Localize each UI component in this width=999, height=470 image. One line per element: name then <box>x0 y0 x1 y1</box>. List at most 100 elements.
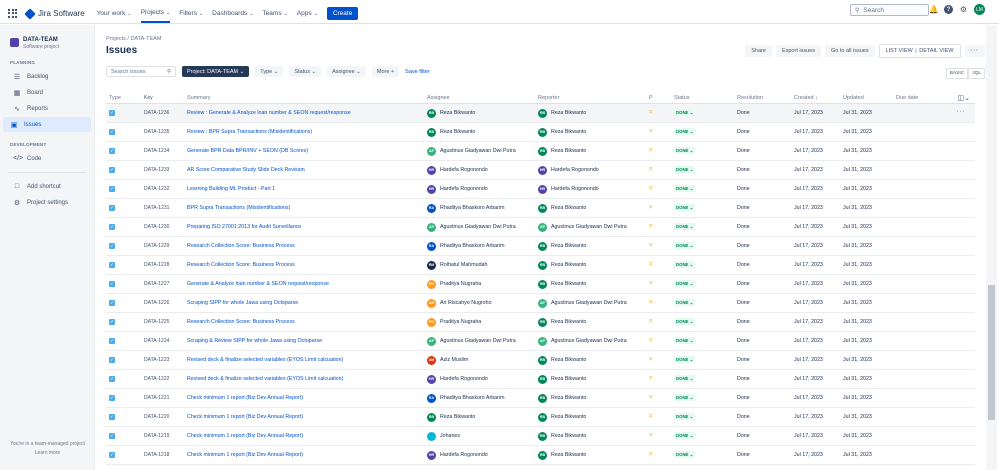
status-cell[interactable]: DONE ⌄ <box>674 432 737 439</box>
save-filter-link[interactable]: Save filter <box>405 68 430 75</box>
status-cell[interactable]: DONE ⌄ <box>674 451 737 458</box>
issue-key[interactable]: DATA-1229 <box>144 243 170 249</box>
reporter-cell[interactable]: RB Reza Bikwanto <box>538 260 649 270</box>
column-assignee[interactable]: Assignee <box>427 95 450 101</box>
nav-item-dashboards[interactable]: Dashboards ⌄ <box>212 4 253 23</box>
status-badge[interactable]: DONE ⌄ <box>674 242 696 249</box>
assignee-cell[interactable]: RB Reza Bikwanto <box>427 108 538 118</box>
issue-key[interactable]: DATA-1231 <box>144 205 170 211</box>
assignee-cell[interactable]: RA Rhaditya Bhaskoro Arbarim <box>427 203 538 213</box>
app-switcher-icon[interactable] <box>8 8 18 19</box>
issue-summary-link[interactable]: Scraping SIPP for whole Jawa using Octop… <box>187 300 299 306</box>
status-cell[interactable]: DONE ⌄ <box>674 204 737 211</box>
reporter-cell[interactable]: RB Reza Bikwanto <box>538 412 649 422</box>
more-filters-button[interactable]: More + <box>371 66 400 77</box>
issue-key[interactable]: DATA-1226 <box>144 300 170 306</box>
issue-key[interactable]: DATA-1230 <box>144 224 170 230</box>
assignee-cell[interactable]: HR Hardefa Rogonondo <box>427 165 538 175</box>
status-cell[interactable]: DONE ⌄ <box>674 185 737 192</box>
reporter-cell[interactable]: RB Reza Bikwanto <box>538 374 649 384</box>
sidebar-item-board[interactable]: ▦ Board <box>3 85 91 100</box>
column-key[interactable]: Key <box>144 95 153 101</box>
share-button[interactable]: Share <box>745 45 772 57</box>
issue-summary-link[interactable]: Check minimum 1 report (Biz Dev Annual R… <box>187 414 303 420</box>
settings-icon[interactable]: ⚙ <box>959 5 968 14</box>
table-row[interactable]: ✓ DATA-1219 Check minimum 1 report (Biz De… <box>106 427 975 446</box>
table-row[interactable]: ✓ DATA-1229 Research Collection Score: Bus… <box>106 237 975 256</box>
table-row[interactable]: ✓ DATA-1226 Scraping SIPP for whole Jawa u… <box>106 294 975 313</box>
status-badge[interactable]: DONE ⌄ <box>674 318 696 325</box>
more-actions-button[interactable]: ··· <box>964 45 985 57</box>
issue-summary-link[interactable]: Revised deck & finalize selected variabl… <box>187 376 344 382</box>
issue-summary-link[interactable]: Generate BPR Data BPR/INV + SEON (DB Sco… <box>187 148 309 154</box>
reporter-cell[interactable]: AP Agustinus Giadyawan Dwi Putra <box>538 336 649 346</box>
status-badge[interactable]: DONE ⌄ <box>674 432 696 439</box>
status-badge[interactable]: DONE ⌄ <box>674 223 696 230</box>
assignee-cell[interactable]: AP Agustinus Giadyawan Dwi Putra <box>427 146 538 156</box>
status-cell[interactable]: DONE ⌄ <box>674 242 737 249</box>
table-row[interactable]: ✓ DATA-1228 Research Collection Score: Bus… <box>106 256 975 275</box>
global-search-input[interactable]: ⚲ Search <box>850 4 929 16</box>
status-cell[interactable]: DONE ⌄ <box>674 318 737 325</box>
assignee-cell[interactable]: PN Praditya Nugraha <box>427 279 538 289</box>
reporter-cell[interactable]: RB Reza Bikwanto <box>538 241 649 251</box>
assignee-cell[interactable]: HR Hardefa Rogonondo <box>427 450 538 460</box>
issue-key[interactable]: DATA-1227 <box>144 281 170 287</box>
status-badge[interactable]: DONE ⌄ <box>674 299 696 306</box>
status-badge[interactable]: DONE ⌄ <box>674 204 696 211</box>
status-cell[interactable]: DONE ⌄ <box>674 109 737 116</box>
help-icon[interactable]: ? <box>944 5 953 14</box>
jira-logo[interactable]: Jira Software <box>24 7 85 20</box>
issue-key[interactable]: DATA-1223 <box>144 357 170 363</box>
issue-key[interactable]: DATA-1232 <box>144 186 170 192</box>
sidebar-item-project-settings[interactable]: ⚙ Project settings <box>3 195 91 210</box>
nav-item-projects[interactable]: Projects ⌄ <box>140 4 171 23</box>
status-badge[interactable]: DONE ⌄ <box>674 128 696 135</box>
nav-item-teams[interactable]: Teams ⌄ <box>262 4 287 23</box>
reporter-cell[interactable]: HR Hardefa Rogonondo <box>538 165 649 175</box>
reporter-cell[interactable]: RB Reza Bikwanto <box>538 431 649 441</box>
status-cell[interactable]: DONE ⌄ <box>674 223 737 230</box>
issue-key[interactable]: DATA-1236 <box>144 110 170 116</box>
table-row[interactable]: ✓ DATA-1224 Scraping & Review SIPP for who… <box>106 332 975 351</box>
issue-key[interactable]: DATA-1221 <box>144 395 170 401</box>
issue-summary-link[interactable]: Check minimum 1 report (Biz Dev Annual R… <box>187 395 303 401</box>
table-row[interactable]: ✓ DATA-1220 Check minimum 1 report (Biz De… <box>106 408 975 427</box>
issue-key[interactable]: DATA-1220 <box>144 414 170 420</box>
status-badge[interactable]: DONE ⌄ <box>674 166 696 173</box>
issue-key[interactable]: DATA-1222 <box>144 376 170 382</box>
reporter-cell[interactable]: RB Reza Bikwanto <box>538 127 649 137</box>
column-reporter[interactable]: Reporter <box>538 95 560 101</box>
export-issues-button[interactable]: Export issues <box>775 45 821 57</box>
issue-summary-link[interactable]: AR Score Comparative Study Slide Deck Re… <box>187 167 305 173</box>
table-row[interactable]: ✓ DATA-1234 Generate BPR Data BPR/INV + SE… <box>106 142 975 161</box>
assignee-cell[interactable]: AP Agustinus Giadyawan Dwi Putra <box>427 336 538 346</box>
column-type[interactable]: Type <box>109 95 121 101</box>
column-updated[interactable]: Updated <box>843 95 864 101</box>
sidebar-item-code[interactable]: </> Code <box>3 151 91 166</box>
column-priority[interactable]: P <box>649 95 653 101</box>
breadcrumb[interactable]: Projects / DATA-TEAM <box>106 36 162 42</box>
sidebar-item-reports[interactable]: ∿ Reports <box>3 101 91 116</box>
create-button[interactable]: Create <box>326 7 359 20</box>
type-filter[interactable]: Type ⌄ <box>255 66 284 77</box>
scrollbar-thumb[interactable] <box>988 285 995 420</box>
issue-key[interactable]: DATA-1235 <box>144 129 170 135</box>
issue-summary-link[interactable]: Revised deck & finalize selected variabl… <box>187 357 344 363</box>
learn-more-link[interactable]: Learn more <box>34 450 61 456</box>
issue-summary-link[interactable]: Review : Generate & Analyze loan number … <box>187 110 351 116</box>
reporter-cell[interactable]: HR Hardefa Rogonondo <box>538 184 649 194</box>
assignee-cell[interactable]: AN Ari Riscahyo Nugroho <box>427 298 538 308</box>
column-resolution[interactable]: Resolution <box>737 95 763 101</box>
column-status[interactable]: Status <box>674 95 690 101</box>
reporter-cell[interactable]: RB Reza Bikwanto <box>538 317 649 327</box>
jql-mode-button[interactable]: JQL <box>968 68 985 79</box>
reporter-cell[interactable]: RB Reza Bikwanto <box>538 393 649 403</box>
issue-summary-link[interactable]: Research Collection Score: Business Proc… <box>187 319 295 325</box>
issue-key[interactable]: DATA-1228 <box>144 262 170 268</box>
issue-key[interactable]: DATA-1218 <box>144 452 170 458</box>
status-cell[interactable]: DONE ⌄ <box>674 280 737 287</box>
sidebar-item-add-shortcut[interactable]: □ Add shortcut <box>3 179 91 194</box>
reporter-cell[interactable]: AP Agustinus Giadyawan Dwi Putra <box>538 222 649 232</box>
nav-item-apps[interactable]: Apps ⌄ <box>297 4 318 23</box>
